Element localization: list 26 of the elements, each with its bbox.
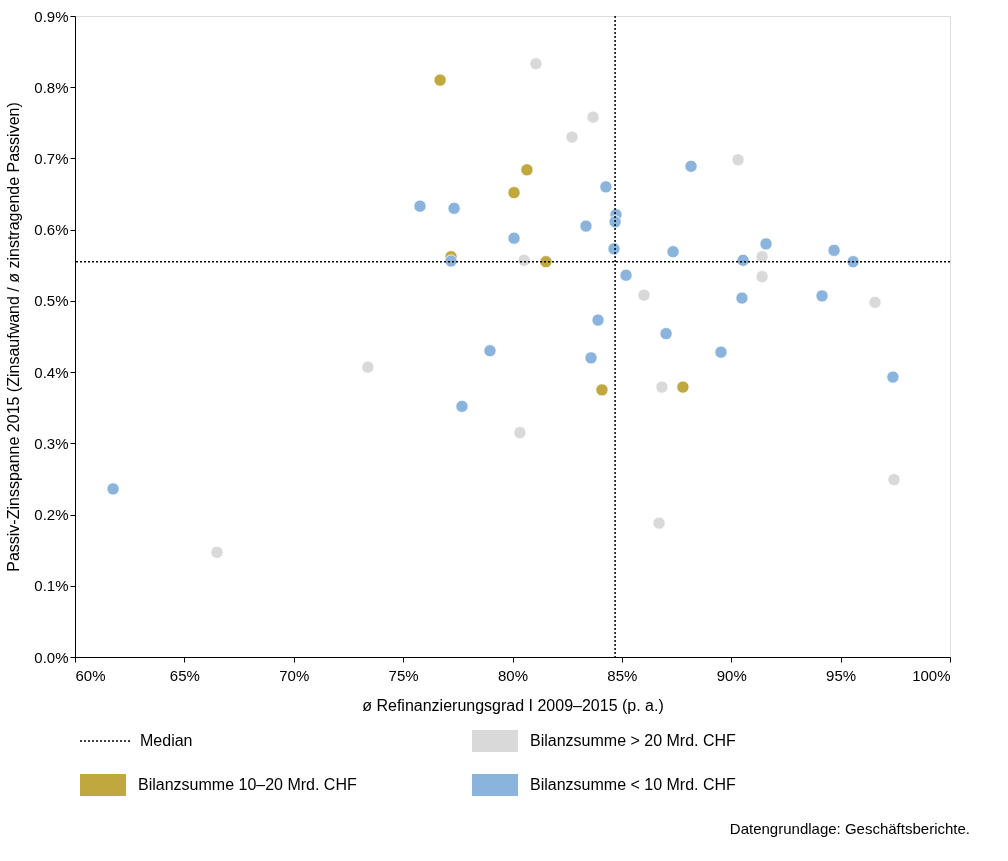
y-tick-label: 0.6% <box>34 221 69 239</box>
y-tick-label: 0.7% <box>34 149 69 167</box>
x-tick-label: 90% <box>716 666 747 684</box>
y-tick-label: 0.8% <box>34 78 69 96</box>
y-tick-label: 0.1% <box>34 577 69 595</box>
legend-label: Bilanzsumme 10–20 Mrd. CHF <box>138 776 357 793</box>
legend-label: Median <box>140 732 193 749</box>
y-tick-label: 0.5% <box>34 292 69 310</box>
y-tick-label: 0.4% <box>34 363 69 381</box>
x-tick-label: 95% <box>826 666 857 684</box>
x-axis-title: ø Refinanzierungsgrad I 2009–2015 (p. a.) <box>362 696 664 714</box>
x-tick-label: 65% <box>169 666 200 684</box>
x-tick-label: 85% <box>607 666 638 684</box>
x-tick-label: 75% <box>388 666 419 684</box>
legend-label: Bilanzsumme < 10 Mrd. CHF <box>530 776 737 793</box>
x-tick-label: 80% <box>497 666 529 684</box>
x-tick-label: 100% <box>912 666 951 684</box>
y-axis-title: Passiv-Zinsspanne 2015 (Zinsaufwand / ø zinstragende Passiven) <box>5 102 23 572</box>
y-tick-label: 0.3% <box>34 434 69 452</box>
legend-label: Bilanzsumme > 20 Mrd. CHF <box>530 732 737 749</box>
text: Datengrundlage: Geschäftsberichte. <box>729 820 970 837</box>
y-tick-label: 0.0% <box>34 648 69 666</box>
x-tick-label: 70% <box>279 666 310 684</box>
y-tick-label: 0.2% <box>34 506 69 524</box>
x-tick-label: 60% <box>75 666 106 684</box>
y-tick-label: 0.9% <box>34 7 69 25</box>
